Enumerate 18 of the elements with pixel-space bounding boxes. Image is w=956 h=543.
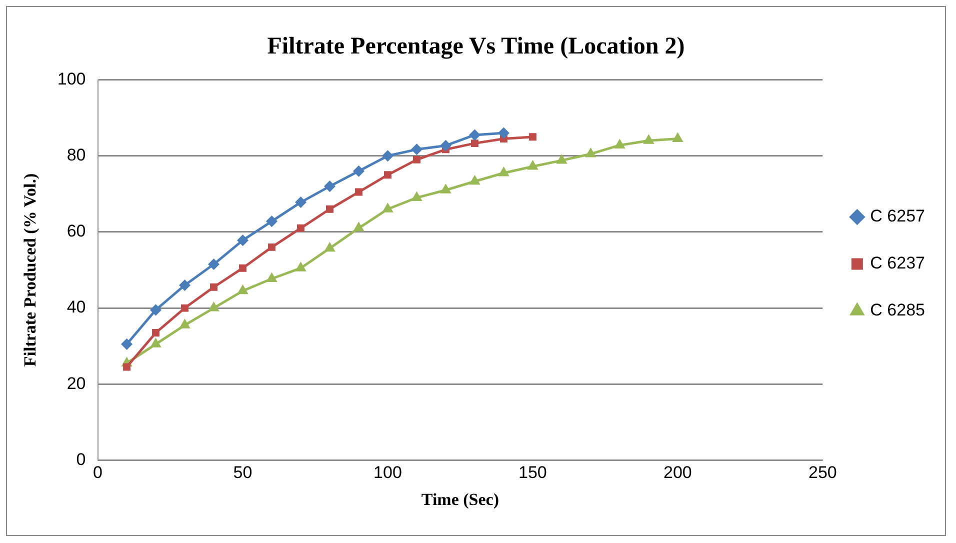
y-tick-label: 60 bbox=[66, 222, 86, 241]
x-axis-title: Time (Sec) bbox=[421, 490, 500, 510]
legend-label: C 6237 bbox=[870, 254, 926, 273]
x-tick-label: 0 bbox=[93, 463, 102, 482]
y-tick-label: 20 bbox=[66, 374, 86, 393]
y-axis-title: Filtrate Produced (% Vol.) bbox=[20, 173, 40, 367]
legend-label: C 6285 bbox=[870, 300, 926, 320]
y-tick-label: 100 bbox=[57, 69, 86, 88]
x-tick-label: 250 bbox=[808, 463, 837, 482]
x-tick-label: 150 bbox=[518, 463, 547, 482]
y-tick-label: 0 bbox=[76, 450, 86, 469]
y-tick-label: 80 bbox=[66, 146, 86, 165]
x-tick-label: 200 bbox=[664, 463, 692, 482]
chart-title: Filtrate Percentage Vs Time (Location 2) bbox=[267, 34, 685, 60]
legend-label: C 6257 bbox=[870, 206, 926, 226]
x-tick-label: 100 bbox=[374, 463, 402, 482]
y-tick-label: 40 bbox=[66, 298, 86, 317]
x-tick-label: 50 bbox=[233, 463, 252, 482]
